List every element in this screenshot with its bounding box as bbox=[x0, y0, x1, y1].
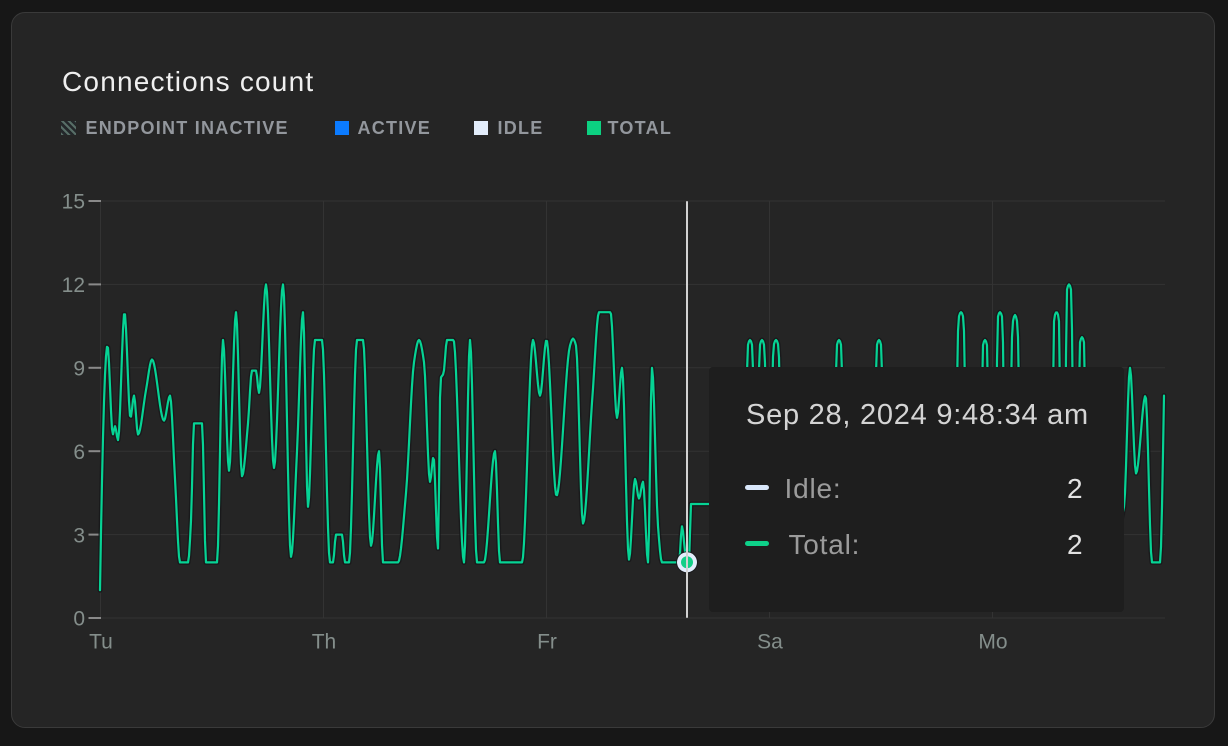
svg-text:15: 15 bbox=[62, 191, 85, 214]
svg-text:3: 3 bbox=[73, 524, 85, 547]
svg-text:Mo: Mo bbox=[978, 630, 1007, 653]
svg-text:6: 6 bbox=[73, 441, 85, 464]
svg-text:9: 9 bbox=[73, 358, 85, 381]
svg-text:Sa: Sa bbox=[757, 630, 783, 653]
svg-text:Tu: Tu bbox=[89, 630, 113, 653]
svg-text:Fr: Fr bbox=[537, 630, 557, 653]
svg-text:Th: Th bbox=[312, 630, 337, 653]
svg-text:0: 0 bbox=[73, 608, 85, 631]
svg-text:12: 12 bbox=[62, 274, 85, 297]
